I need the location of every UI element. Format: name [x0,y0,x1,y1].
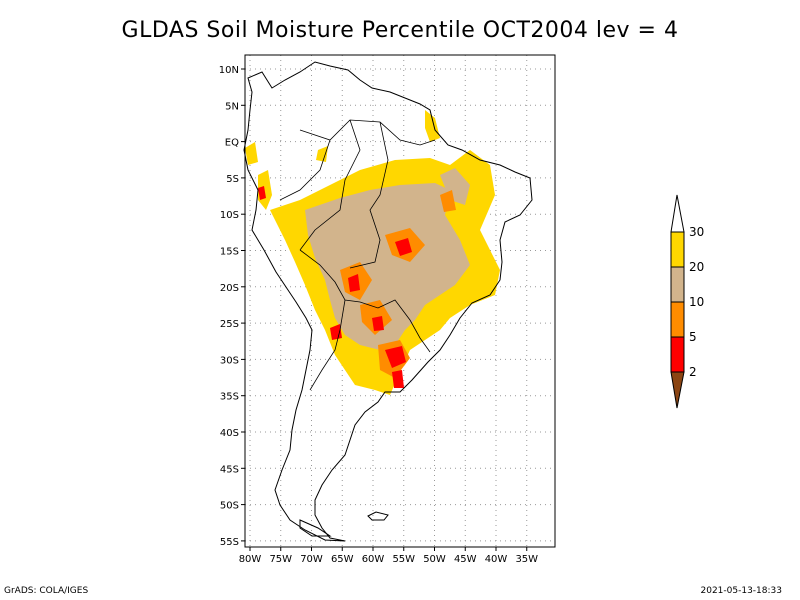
country-borders [279,119,436,391]
colorbar-10-20 [670,266,685,303]
lon-tick-label: 70W [300,554,323,565]
shade-2-5-g [258,186,266,200]
lat-tick-label: 5S [226,174,239,185]
colorbar-label-10: 10 [689,295,704,309]
tierra-del-fuego [299,519,332,537]
shade-10-20-core [305,183,470,350]
shade-2-5-c [385,346,406,368]
lat-tick-label: 15S [220,247,239,258]
colorbar-top-arrow [670,194,685,233]
latitude-tick-labels: 10N 5N EQ 5S 10S 15S 20S 25S 30S 35S 40S 45S 50S 55S [219,65,239,548]
shade-20-30-north [425,110,440,142]
lon-tick-label: 55W [392,554,415,565]
lat-tick-label: 20S [220,283,239,294]
colorbar-label-5: 5 [689,330,697,344]
colorbar: 30 20 10 5 2 [670,194,704,409]
lat-tick-label: 35S [220,392,239,403]
colorbar-20-30 [670,231,685,268]
lon-tick-label: 35W [515,554,538,565]
lon-tick-label: 80W [239,554,262,565]
lat-tick-label: 30S [220,355,239,366]
colorbar-label-2: 2 [689,365,697,379]
shade-2-5-a [395,238,412,256]
south-america-outline [243,61,533,542]
map-title: GLDAS Soil Moisture Percentile OCT2004 l… [121,18,679,43]
lon-tick-label: 75W [269,554,292,565]
lon-tick-label: 60W [362,554,385,565]
shade-2-5-b [348,274,360,292]
colorbar-label-20: 20 [689,260,704,274]
lat-tick-label: 25S [220,319,239,330]
lat-tick-label: 40S [220,428,239,439]
lat-tick-label: EQ [225,138,239,149]
colorbar-label-30: 30 [689,225,704,239]
coastline [243,61,533,542]
shade-5-10-d [440,190,456,212]
shade-2-5-d [392,370,404,388]
colorbar-2-5 [670,336,685,373]
colorbar-bottom-arrow [670,371,685,409]
map-frame [244,54,556,548]
lat-tick-label: 50S [220,501,239,512]
longitude-tick-labels: 80W 75W 70W 65W 60W 55W 50W 45W 40W 35W [239,554,538,565]
shade-10-20-east [440,168,470,205]
lon-tick-label: 65W [331,554,354,565]
lat-tick-label: 55S [220,537,239,548]
lat-tick-label: 10N [219,65,239,76]
shade-20-30-amazon [316,146,328,162]
lon-tick-label: 45W [454,554,477,565]
timestamp-text: 2021-05-13-18:33 [700,586,783,596]
falkland-islands [367,511,389,521]
shade-20-30-ec [245,142,258,165]
lat-tick-label: 10S [220,210,239,221]
lat-tick-label: 45S [220,464,239,475]
colorbar-5-10 [670,301,685,338]
lat-tick-label: 5N [225,101,239,112]
lon-tick-label: 40W [485,554,508,565]
shade-2-5-f [372,316,384,331]
percentile-shading [245,110,500,395]
credit-text: GrADS: COLA/IGES [4,586,89,596]
lon-tick-label: 50W [423,554,446,565]
shade-20-30-west [258,170,272,210]
shade-2-5-e [330,324,342,340]
